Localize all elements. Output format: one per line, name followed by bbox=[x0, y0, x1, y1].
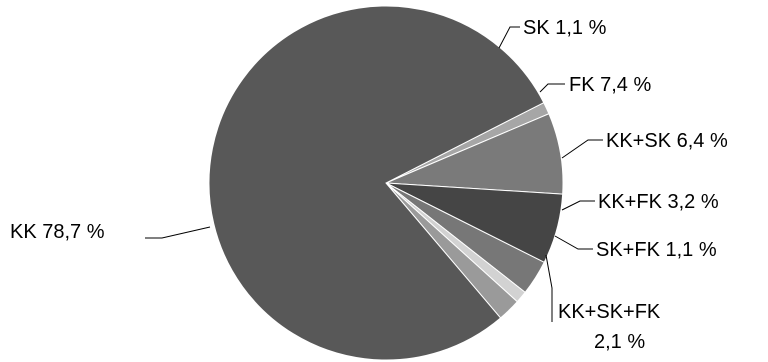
leader-line-kk bbox=[145, 226, 211, 239]
label-kk-sk: KK+SK 6,4 % bbox=[606, 130, 728, 152]
slice-labels: SK 1,1 % FK 7,4 % KK+SK 6,4 % KK+FK 3,2 … bbox=[10, 17, 728, 353]
leader-line-kk-sk bbox=[561, 139, 603, 159]
label-sk: SK 1,1 % bbox=[523, 17, 607, 39]
leader-line-kk-fk bbox=[561, 200, 595, 211]
pie-slices bbox=[208, 5, 564, 361]
leader-line-sk-fk bbox=[554, 235, 593, 250]
leader-line-kk-sk-fk bbox=[545, 254, 553, 322]
label-kk-sk-fk-line2: 2,1 % bbox=[594, 331, 645, 353]
label-sk-fk: SK+FK 1,1 % bbox=[596, 239, 717, 261]
label-fk: FK 7,4 % bbox=[569, 74, 651, 96]
leader-lines bbox=[145, 26, 603, 322]
label-kk-fk: KK+FK 3,2 % bbox=[598, 191, 719, 213]
leader-line-sk bbox=[498, 26, 520, 49]
label-kk-sk-fk-line1: KK+SK+FK bbox=[558, 301, 661, 323]
pie-slice-kk bbox=[208, 5, 545, 361]
label-kk: KK 78,7 % bbox=[10, 221, 105, 243]
leader-line-fk bbox=[539, 83, 565, 93]
